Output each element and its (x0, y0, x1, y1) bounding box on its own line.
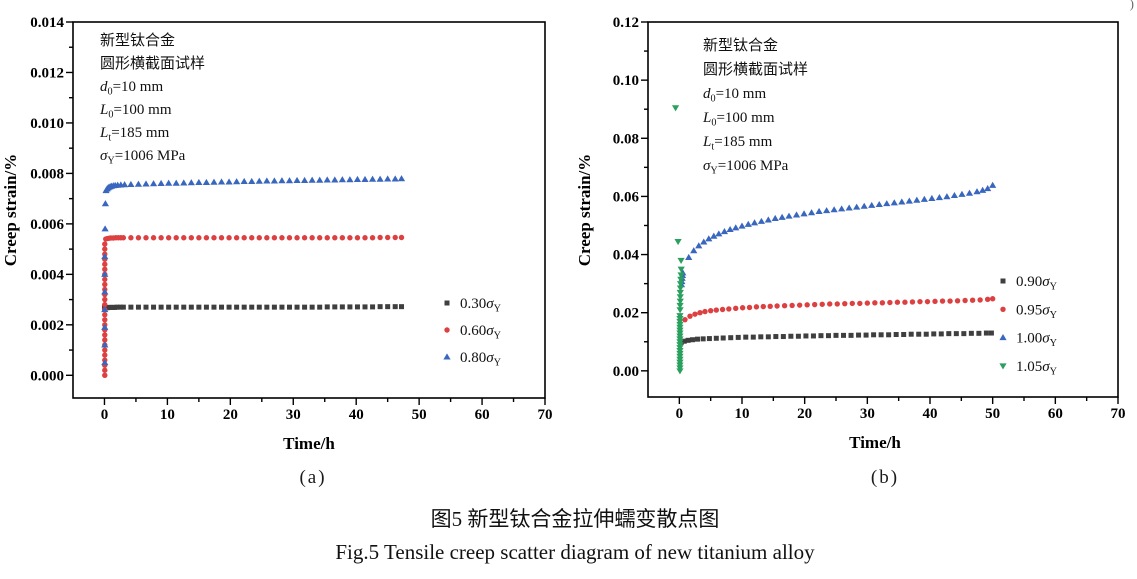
y-tick-label: 0.008 (30, 166, 64, 182)
annotation-line: 圆形横截面试样 (100, 55, 205, 72)
chart-b-tensile-creep: 0 10 20 30 40 50 60 700.000.020.040.060.080.100… (575, 15, 1126, 452)
series-1.05σY (671, 105, 685, 375)
x-axis-ticks (103, 398, 546, 405)
legend-item: 0.60σY (444, 323, 502, 342)
x-tick-label: 10 (735, 406, 750, 422)
x-axis-label: Time/h (849, 433, 901, 452)
series-0.95σY (682, 296, 996, 323)
series-0.90σY (678, 330, 994, 345)
series-0.30σY (101, 304, 405, 311)
legend-label: 0.30σY (460, 296, 502, 315)
x-tick-label: 10 (160, 407, 175, 423)
legend-item: 0.90σY (1000, 274, 1058, 293)
legend-label: 0.95σY (1016, 302, 1058, 321)
x-tick-labels: 0 10 20 30 40 50 60 70 (101, 407, 553, 423)
x-tick-label: 30 (286, 407, 301, 423)
annotation-line: σY=1006 MPa (703, 158, 789, 177)
y-tick-label: 0.12 (613, 15, 639, 31)
y-tick-label: 0.010 (30, 116, 64, 132)
figure-caption-english: Fig.5 Tensile creep scatter diagram of n… (335, 540, 815, 564)
y-axis-label: Creep strain/% (575, 154, 594, 267)
x-tick-label: 20 (223, 407, 238, 423)
y-tick-label: 0.002 (30, 318, 64, 334)
y-tick-label: 0.000 (30, 368, 64, 384)
y-tick-label: 0.10 (613, 73, 639, 89)
annotation-line: σY=1006 MPa (100, 148, 186, 167)
annotation-line: Lt=185 mm (702, 134, 773, 153)
legend-item: 1.00σY (999, 331, 1058, 350)
x-tick-label: 0 (676, 406, 684, 422)
annotation-line: 圆形横截面试样 (703, 61, 808, 78)
x-tick-label: 20 (797, 406, 812, 422)
y-tick-label: 0.06 (613, 189, 640, 205)
y-axis-label: Creep strain/% (1, 154, 20, 267)
x-tick-label: 70 (1111, 406, 1126, 422)
x-tick-label: 0 (101, 407, 109, 423)
plot-frame (647, 21, 1119, 398)
x-tick-label: 50 (412, 407, 427, 423)
y-tick-label: 0.00 (613, 364, 639, 380)
legend: 0.30σY 0.60σY 0.80σY (443, 296, 502, 369)
y-tick-label: 0.04 (613, 248, 640, 264)
y-tick-label: 0.02 (613, 306, 639, 322)
series-1.00σY (677, 181, 997, 288)
x-tick-label: 40 (923, 406, 938, 422)
y-tick-label: 0.012 (30, 65, 64, 81)
annotation-line: d0=10 mm (703, 86, 766, 105)
legend: 0.90σY 0.95σY 1.00σY 1.05σY (999, 274, 1058, 378)
x-tick-label: 30 (860, 406, 875, 422)
legend-item: 1.05σY (999, 359, 1058, 378)
x-tick-label: 40 (349, 407, 364, 423)
legend-label: 1.00σY (1016, 331, 1058, 350)
annotation-line: d0=10 mm (100, 79, 163, 98)
series-0.80σY (101, 175, 406, 366)
subcaption-b: (b) (870, 467, 900, 488)
x-tick-labels: 0 10 20 30 40 50 60 70 (676, 406, 1126, 422)
x-tick-label: 70 (538, 407, 553, 423)
annotation-line: L0=100 mm (99, 102, 172, 121)
legend-label: 0.80σY (460, 350, 502, 369)
y-tick-label: 0.004 (30, 267, 64, 283)
chart-a-tensile-creep: 0 10 20 30 40 50 60 70 0.000 0.002 0.004 0.006 0.008… (1, 15, 553, 453)
subcaption-a: (a) (299, 467, 327, 488)
stray-mark: ) (1129, 0, 1134, 11)
legend-item: 0.95σY (1000, 302, 1058, 321)
annotation-line: 新型钛合金 (100, 32, 175, 49)
annotation-line: 新型钛合金 (703, 37, 778, 54)
y-tick-labels: 0.00 0.02 0.04 0.06 0.08 0.10 0.12 (613, 15, 640, 380)
legend-label: 1.05σY (1016, 359, 1058, 378)
legend-label: 0.90σY (1016, 274, 1058, 293)
x-tick-label: 60 (475, 407, 490, 423)
y-axis-ticks (66, 21, 73, 376)
x-tick-label: 50 (985, 406, 1000, 422)
y-tick-labels: 0.000 0.002 0.004 0.006 0.008 0.010 0.012 0.014 (30, 15, 64, 384)
x-axis-label: Time/h (283, 434, 335, 453)
plot-frame (72, 21, 546, 399)
y-tick-label: 0.006 (30, 217, 64, 233)
annotation-line: L0=100 mm (702, 110, 775, 129)
legend-item: 0.80σY (443, 350, 502, 369)
x-axis-ticks (678, 397, 1119, 404)
legend-label: 0.60σY (460, 323, 502, 342)
annotation-line: Lt=185 mm (99, 125, 170, 144)
y-tick-label: 0.014 (30, 15, 64, 31)
figure-caption-chinese: 图5 新型钛合金拉伸蠕变散点图 (430, 507, 720, 531)
x-tick-label: 60 (1048, 406, 1063, 422)
legend-item: 0.30σY (444, 296, 502, 315)
y-tick-label: 0.08 (613, 131, 639, 147)
y-axis-ticks (641, 21, 648, 372)
